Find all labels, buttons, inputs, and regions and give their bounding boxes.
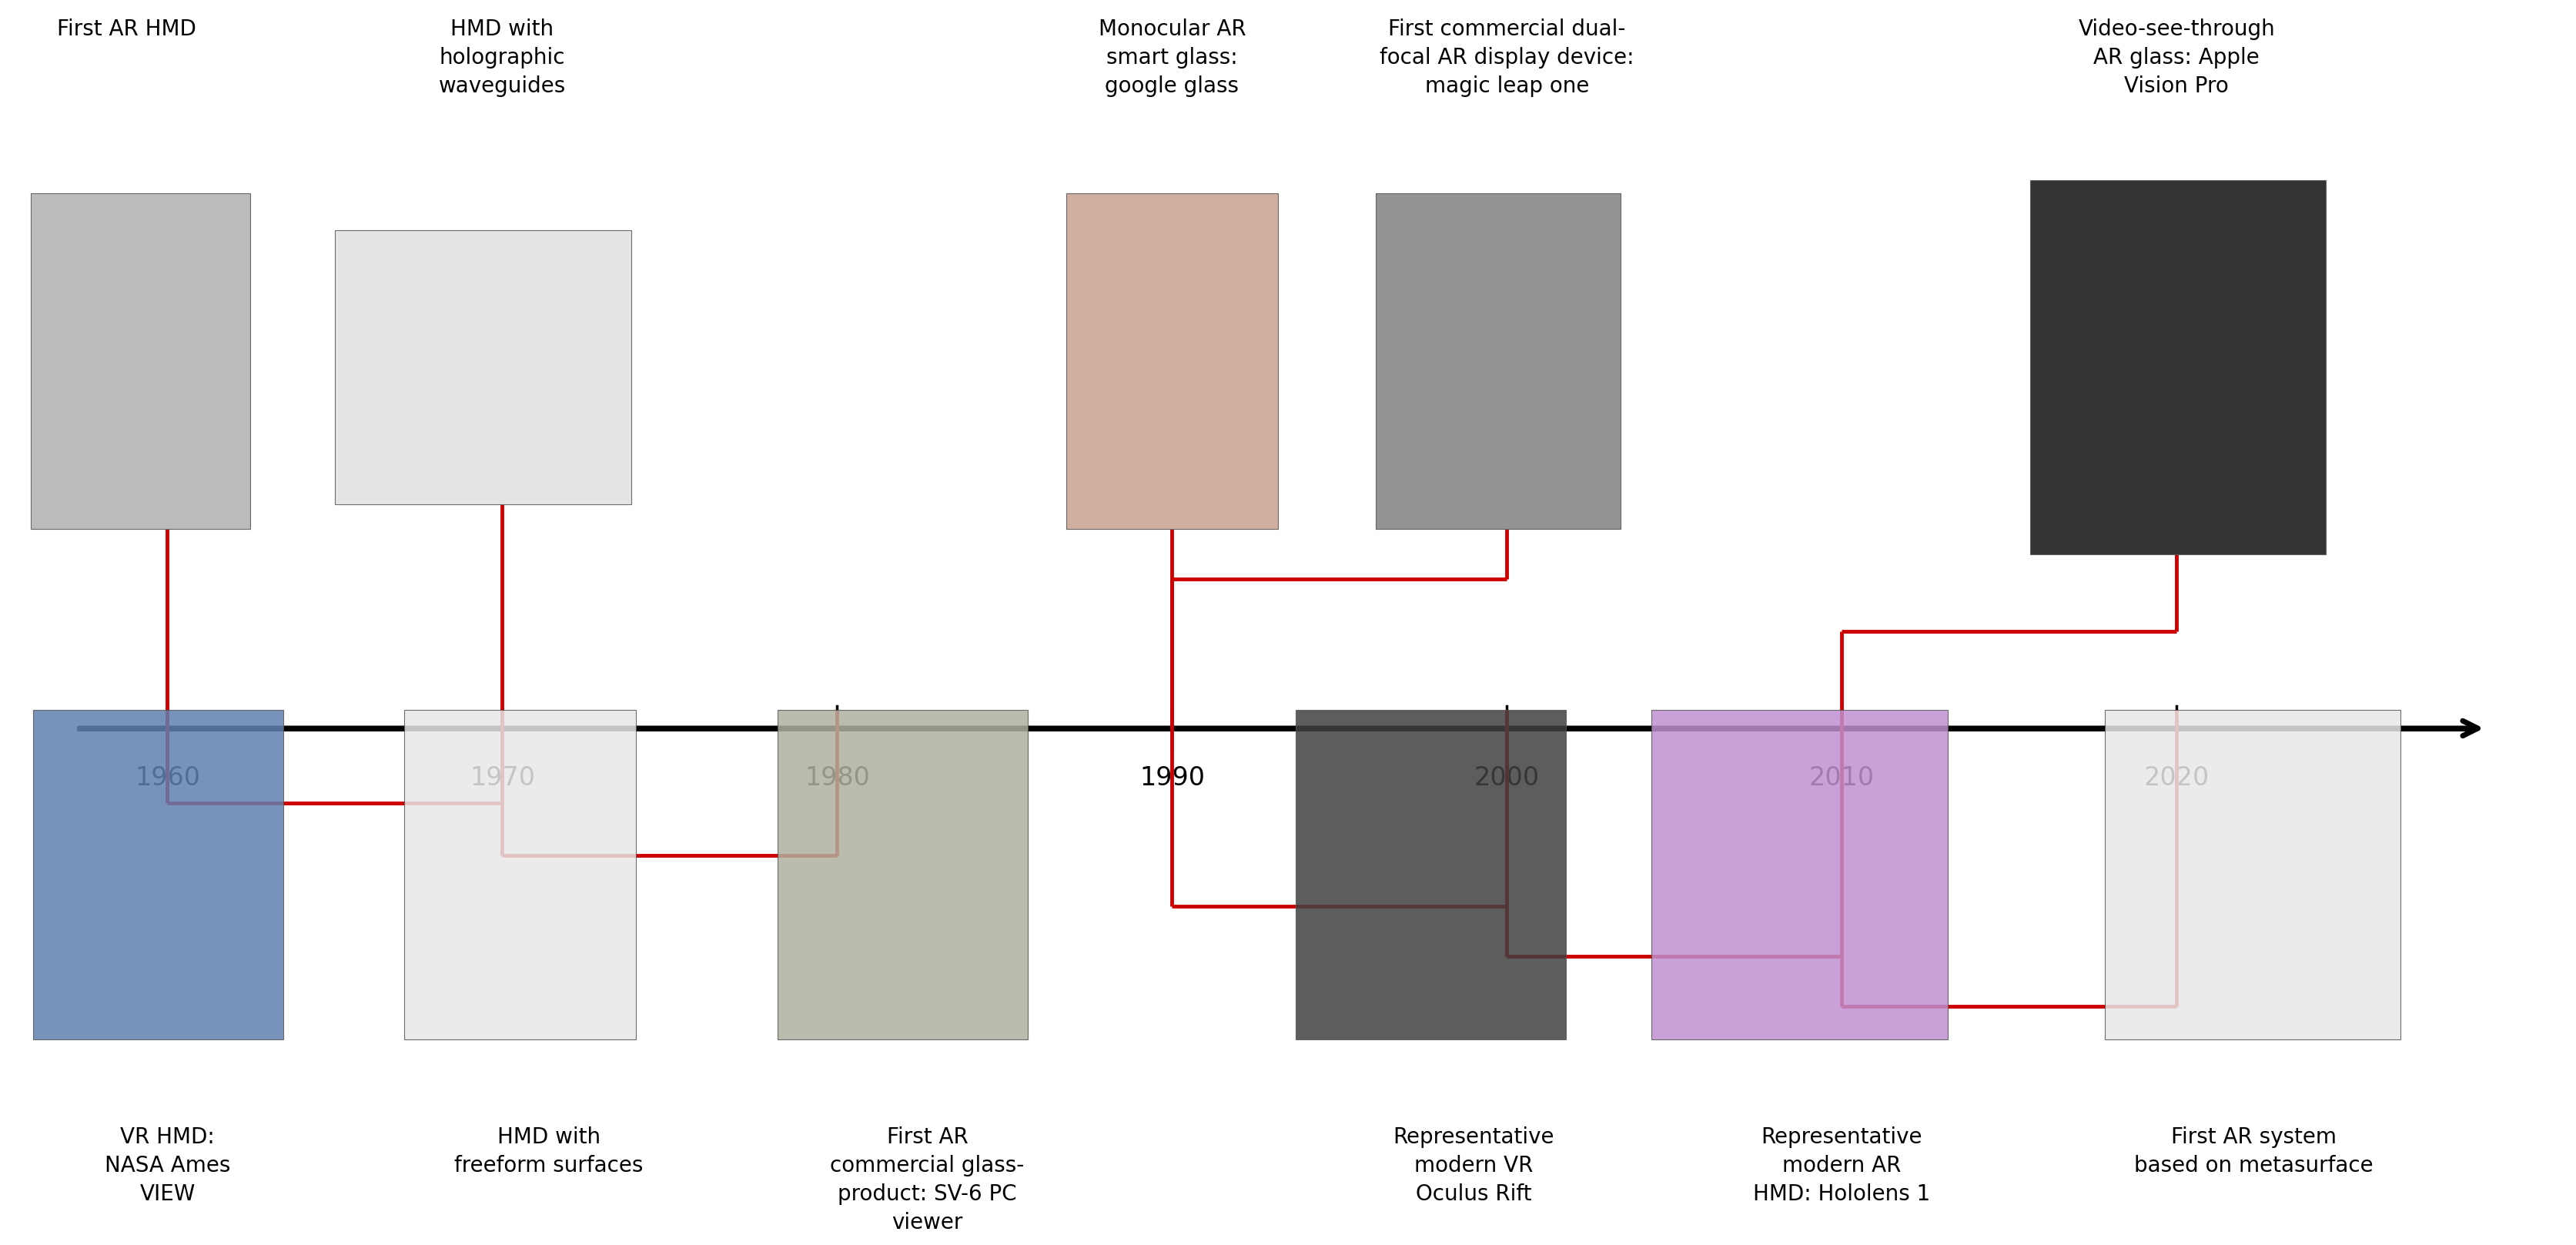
Bar <box>1376 193 1620 529</box>
Text: Monocular AR
smart glass:
google glass: Monocular AR smart glass: google glass <box>1097 19 1247 97</box>
Text: HMD with
freeform surfaces: HMD with freeform surfaces <box>453 1127 644 1177</box>
Text: Representative
modern AR
HMD: Hololens 1: Representative modern AR HMD: Hololens 1 <box>1754 1127 1929 1205</box>
Text: First AR HMD: First AR HMD <box>57 19 196 40</box>
Text: 2020: 2020 <box>2143 766 2210 791</box>
Text: First commercial dual-
focal AR display device:
magic leap one: First commercial dual- focal AR display … <box>1381 19 1633 97</box>
Text: 1970: 1970 <box>469 766 536 791</box>
Text: 1990: 1990 <box>1139 766 1206 791</box>
Bar <box>31 193 250 529</box>
Text: First AR system
based on metasurface: First AR system based on metasurface <box>2136 1127 2372 1177</box>
Bar <box>2105 710 2401 1040</box>
Bar <box>335 230 631 504</box>
Bar <box>1296 710 1566 1040</box>
Bar <box>404 710 636 1040</box>
Bar <box>1066 193 1278 529</box>
Text: 2000: 2000 <box>1473 766 1540 791</box>
Bar <box>33 710 283 1040</box>
Bar <box>2030 181 2326 554</box>
Text: 2010: 2010 <box>1808 766 1875 791</box>
Text: 1980: 1980 <box>804 766 871 791</box>
Text: First AR
commercial glass-
product: SV-6 PC
viewer: First AR commercial glass- product: SV-6… <box>829 1127 1025 1234</box>
Text: Representative
modern VR
Oculus Rift: Representative modern VR Oculus Rift <box>1394 1127 1553 1205</box>
Text: VR HMD:
NASA Ames
VIEW: VR HMD: NASA Ames VIEW <box>106 1127 229 1205</box>
Bar <box>778 710 1028 1040</box>
Text: HMD with
holographic
waveguides: HMD with holographic waveguides <box>438 19 567 97</box>
Text: 1960: 1960 <box>134 766 201 791</box>
Text: Video-see-through
AR glass: Apple
Vision Pro: Video-see-through AR glass: Apple Vision… <box>2079 19 2275 97</box>
Bar <box>1651 710 1947 1040</box>
